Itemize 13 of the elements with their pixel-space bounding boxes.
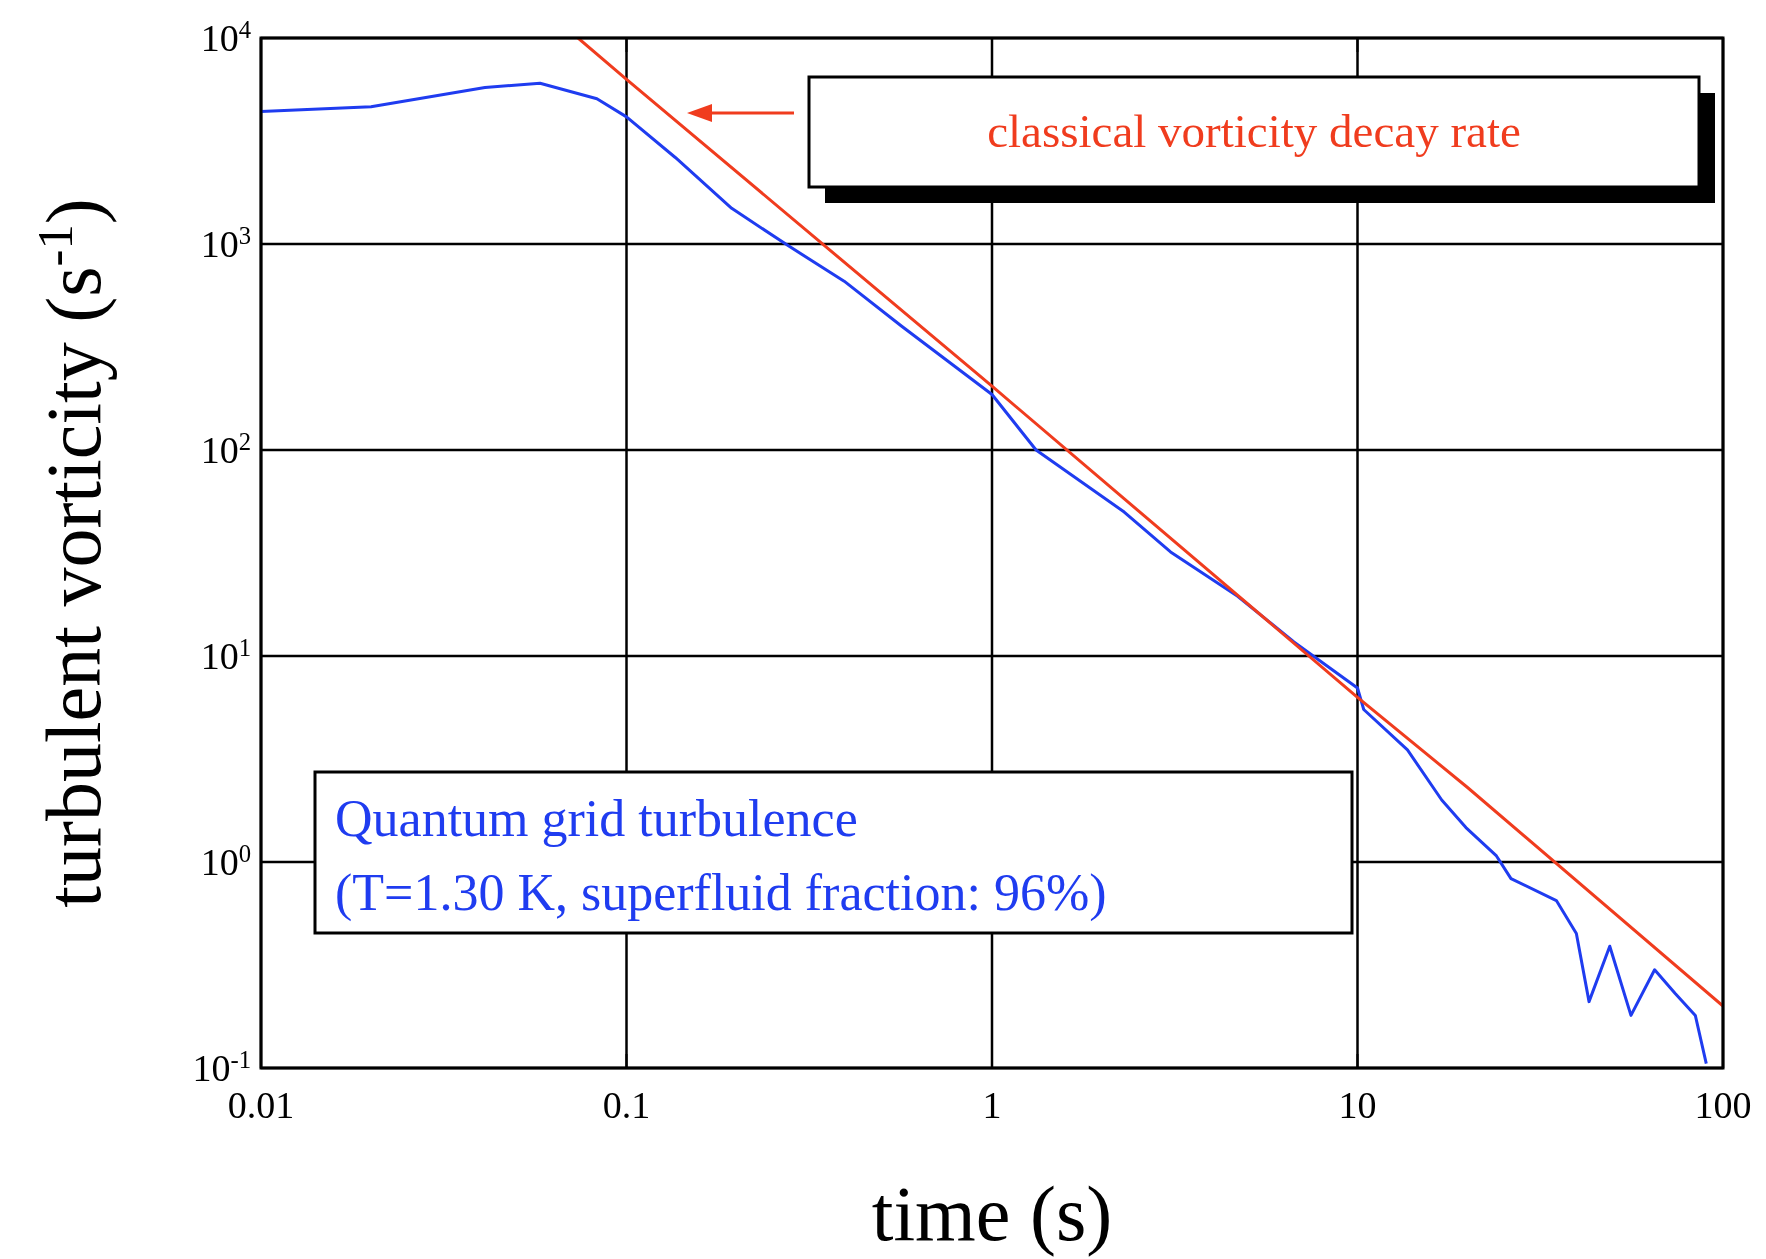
y-tick-label: 10$^{0}$ — [200, 839, 251, 883]
text: Quantum grid turbulence — [335, 790, 858, 847]
x-tick-label: 0.1 — [602, 1084, 651, 1126]
x-tick-label: 1 — [982, 1084, 1002, 1126]
x-tick-label: 10 — [1338, 1084, 1377, 1126]
x-axis-title: time (s) — [871, 1170, 1113, 1257]
y-tick-label: 10$^{1}$ — [200, 633, 251, 677]
annotation: (T=1.30 K, superfluid fraction: 96%) — [335, 864, 1107, 922]
y-tick-label: 10$^{4}$ — [200, 15, 251, 59]
y-tick-label: 10$^{3}$ — [200, 221, 251, 265]
text: classical vorticity decay rate — [987, 105, 1521, 157]
x-tick-label: 100 — [1694, 1084, 1752, 1126]
y-tick-label: 10$^{2}$ — [200, 427, 251, 471]
